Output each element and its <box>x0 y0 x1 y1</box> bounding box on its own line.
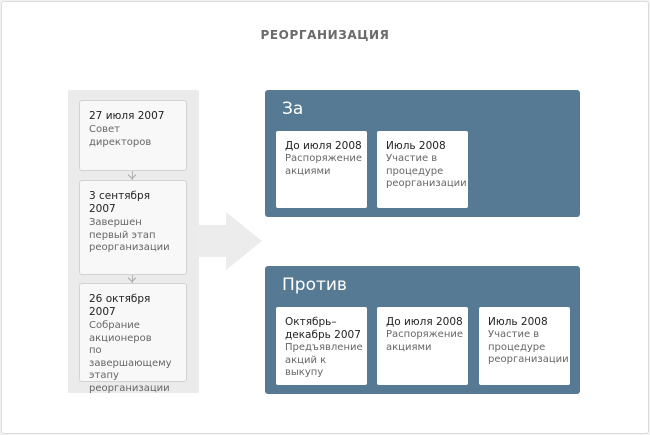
card-date: Июль 2008 <box>488 316 548 328</box>
group-title: Против <box>282 275 347 295</box>
card-text: Участие в процедуре реорганизации <box>386 153 467 189</box>
chevron-down-icon <box>127 273 137 283</box>
timeline-connector <box>132 275 133 284</box>
timeline-step-3: 26 октября 2007 Собрание акционеров по з… <box>79 283 187 394</box>
card-date: Октябрь– декабрь 2007 <box>285 316 361 341</box>
diagram-title: РЕОРГАНИЗАЦИЯ <box>260 28 390 42</box>
group-za: За До июля 2008 Распоряжение акциями Июл… <box>265 90 580 217</box>
timeline-step-1: 27 июля 2007 Совет директоров <box>79 100 187 171</box>
timeline-step-text: Совет директоров <box>89 124 152 148</box>
card-text: Распоряжение акциями <box>386 329 464 353</box>
timeline-step-date: 27 июля 2007 <box>89 110 165 122</box>
group-card: Октябрь– декабрь 2007 Предъявление акций… <box>276 307 367 385</box>
card-text: Предъявление акций к выкупу <box>285 342 363 378</box>
card-date: До июля 2008 <box>386 316 463 328</box>
timeline-step-date: 26 октября 2007 <box>89 293 151 318</box>
timeline-step-date: 3 сентября 2007 <box>89 190 151 215</box>
arrow-right-icon <box>196 212 262 270</box>
group-card: Июль 2008 Участие в процедуре реорганиза… <box>377 131 468 208</box>
card-date: Июль 2008 <box>386 140 446 152</box>
card-date: До июля 2008 <box>285 140 362 152</box>
group-card: До июля 2008 Распоряжение акциями <box>276 131 367 208</box>
timeline-panel: 27 июля 2007 Совет директоров 3 сентября… <box>68 90 199 394</box>
group-card: До июля 2008 Распоряжение акциями <box>377 307 468 385</box>
timeline-step-text: Собрание акционеров по завершающему этап… <box>89 320 172 394</box>
group-title: За <box>282 99 304 119</box>
timeline-step-2: 3 сентября 2007 Завершен первый этап рео… <box>79 180 187 275</box>
group-card: Июль 2008 Участие в процедуре реорганиза… <box>479 307 570 385</box>
group-protiv: Против Октябрь– декабрь 2007 Предъявлени… <box>265 266 580 394</box>
card-text: Участие в процедуре реорганизации <box>488 329 569 365</box>
timeline-connector <box>132 171 133 180</box>
chevron-down-icon <box>127 170 137 180</box>
card-text: Распоряжение акциями <box>285 153 363 177</box>
timeline-step-text: Завершен первый этап реорганизации <box>89 217 170 253</box>
